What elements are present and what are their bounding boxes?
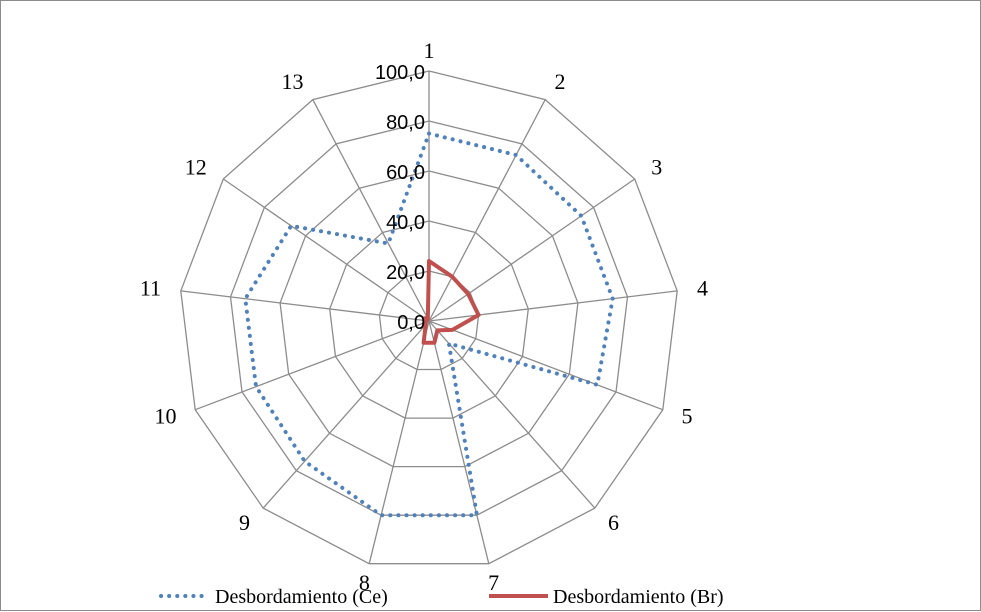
legend-label: Desbordamiento (Ce) [215, 586, 388, 608]
category-label: 9 [239, 510, 250, 535]
category-label: 5 [682, 404, 693, 429]
value-tick-label: 100,0 [375, 62, 425, 84]
category-label: 10 [155, 404, 177, 429]
legend-label: Desbordamiento (Br) [553, 586, 724, 608]
grid-spoke [429, 321, 595, 508]
value-tick-label: 0,0 [397, 312, 425, 334]
grid-spoke [429, 321, 489, 564]
grid-spoke [429, 321, 663, 410]
category-label: 1 [424, 38, 435, 63]
value-tick-label: 40,0 [386, 212, 425, 234]
category-label: 4 [697, 276, 708, 301]
category-label: 13 [282, 69, 304, 94]
category-label: 2 [555, 69, 566, 94]
value-tick-label: 80,0 [386, 112, 425, 134]
grid-spoke [429, 100, 545, 321]
category-label: 3 [651, 155, 662, 180]
grid-spoke [263, 321, 429, 508]
category-label: 6 [608, 510, 619, 535]
value-tick-label: 20,0 [386, 262, 425, 284]
grid-spoke [369, 321, 429, 564]
legend: Desbordamiento (Ce) Desbordamiento (Br) [161, 586, 724, 608]
value-tick-label: 60,0 [386, 162, 425, 184]
category-label: 7 [488, 570, 499, 595]
grid-spoke [195, 321, 429, 410]
category-label: 11 [140, 276, 161, 301]
category-label: 12 [185, 155, 207, 180]
value-axis-labels: 0,0 20,0 40,0 60,0 80,0 100,0 [375, 62, 425, 334]
